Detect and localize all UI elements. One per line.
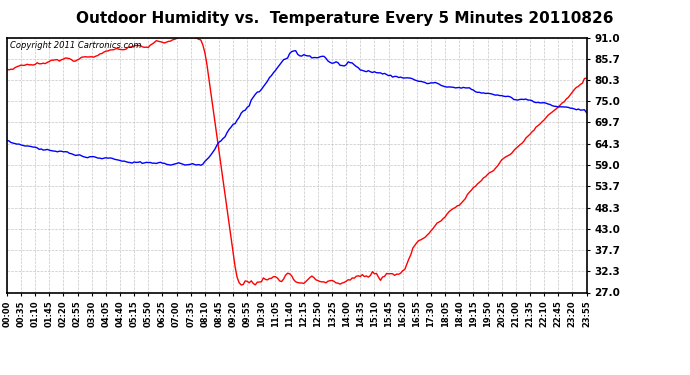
Text: Copyright 2011 Cartronics.com: Copyright 2011 Cartronics.com	[10, 41, 141, 50]
Text: Outdoor Humidity vs.  Temperature Every 5 Minutes 20110826: Outdoor Humidity vs. Temperature Every 5…	[77, 11, 613, 26]
